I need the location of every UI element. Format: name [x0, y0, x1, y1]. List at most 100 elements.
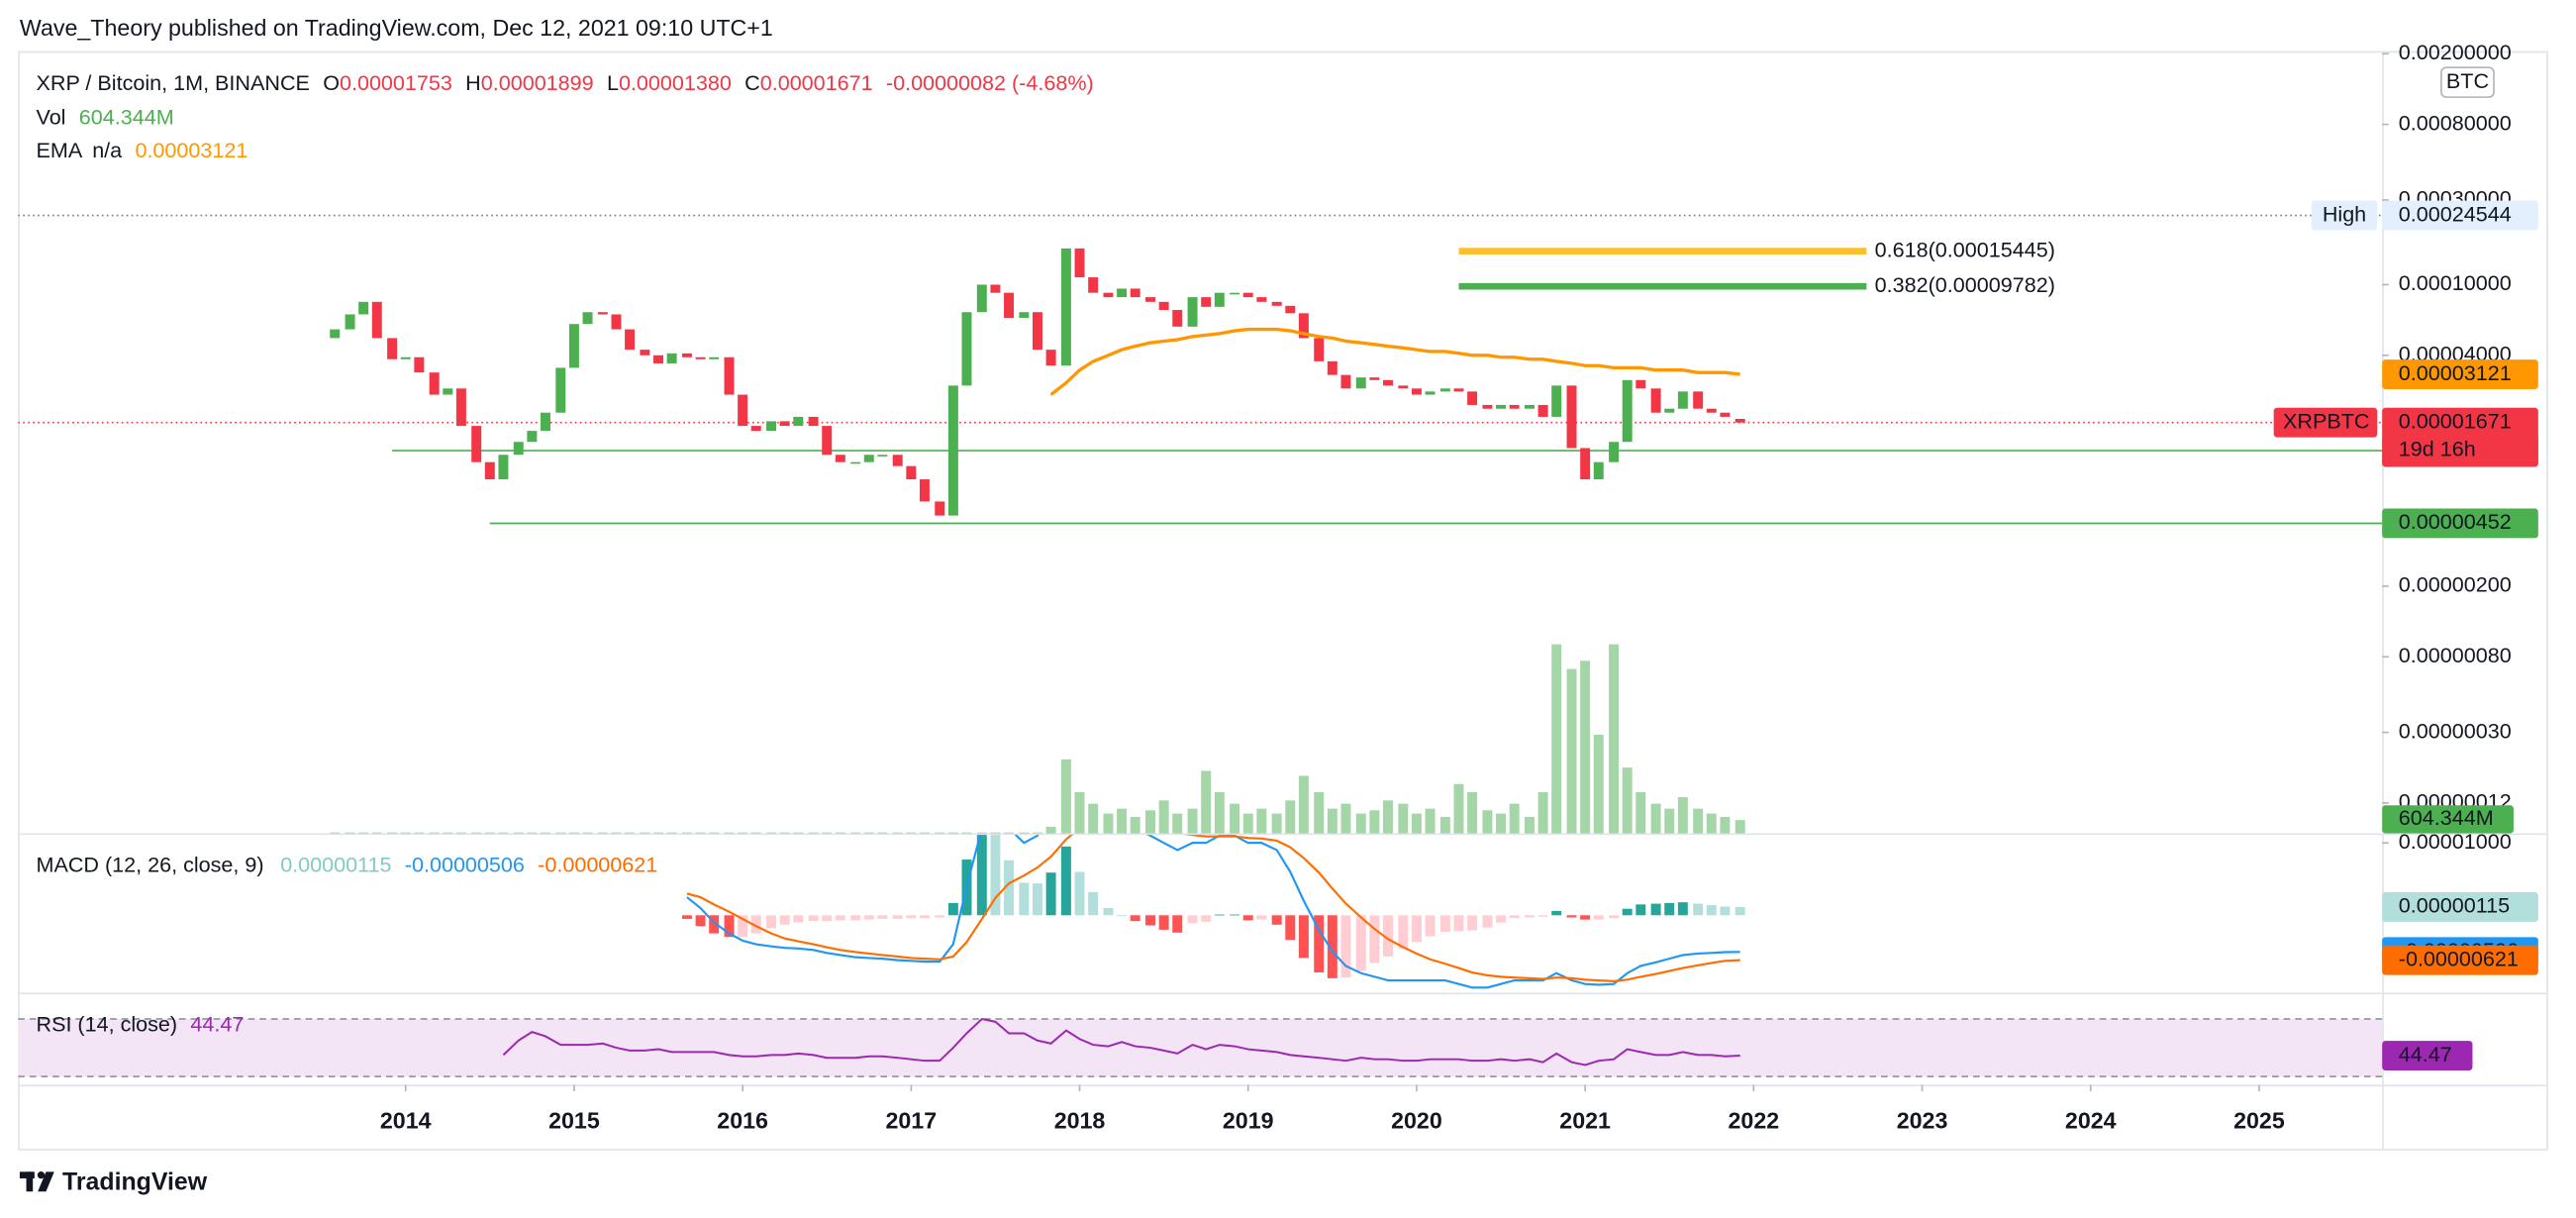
volume-bar — [1383, 800, 1393, 834]
volume-bar — [1650, 803, 1661, 834]
candle — [455, 388, 466, 427]
candle — [1482, 404, 1493, 409]
candle — [990, 284, 1001, 293]
candle — [1298, 313, 1309, 339]
volume-bar — [358, 832, 369, 834]
legend-rsi: RSI (14, close) 44.47 — [37, 1011, 245, 1036]
macd-histogram-bar — [1201, 915, 1212, 922]
macd-histogram-bar — [709, 915, 720, 934]
volume-bar — [750, 832, 761, 834]
candle — [1524, 404, 1535, 409]
volume-bar — [400, 832, 411, 834]
candle — [1635, 379, 1646, 389]
candle — [1256, 297, 1267, 302]
candle — [1355, 377, 1366, 389]
macd-histogram-bar — [1032, 883, 1042, 916]
x-tick-label: 2020 — [1391, 1108, 1442, 1134]
macd-histogram-bar — [1496, 915, 1507, 923]
candle — [1439, 388, 1450, 392]
x-tick-label: 2016 — [717, 1108, 768, 1134]
macd-histogram-bar — [1298, 915, 1309, 959]
macd-histogram-bar — [808, 915, 819, 922]
volume-bar — [1622, 767, 1633, 834]
volume-bar — [1706, 813, 1717, 834]
candle — [1074, 248, 1085, 278]
candle — [1693, 391, 1704, 409]
macd-histogram-bar — [1074, 871, 1085, 916]
macd-histogram-bar — [1482, 915, 1493, 928]
volume-bar — [1242, 813, 1253, 834]
macd-histogram-bar — [750, 915, 761, 934]
macd-histogram-bar — [877, 915, 888, 919]
candle — [1088, 277, 1099, 293]
candle — [653, 355, 663, 363]
volume-bar — [1677, 797, 1688, 834]
volume-bar — [1117, 808, 1128, 834]
macd-histogram-bar — [1327, 915, 1338, 978]
candle — [429, 372, 440, 395]
volume-bar — [709, 832, 720, 834]
macd-histogram-bar — [1593, 915, 1604, 920]
macd-histogram-bar — [779, 915, 790, 925]
macd-histogram-bar — [1103, 907, 1114, 916]
candle — [527, 431, 538, 443]
macd-line — [686, 835, 1740, 989]
macd-histogram-bar — [1635, 904, 1646, 916]
macd-histogram-bar — [1314, 915, 1325, 973]
candle — [471, 426, 482, 462]
currency: BTC — [2446, 68, 2489, 93]
ohlc-key: C — [744, 70, 760, 95]
volume-bar — [1355, 813, 1366, 834]
y-tick-label: 0.00000200 — [2399, 572, 2512, 597]
ema-line — [1049, 327, 1740, 396]
volume-bar — [568, 832, 579, 834]
candle — [976, 284, 987, 313]
volume-bar — [371, 832, 382, 834]
volume-bar — [345, 832, 355, 834]
candle — [1551, 385, 1562, 417]
volume-bar — [850, 832, 861, 834]
candle — [1609, 442, 1620, 462]
macd-histogram-bar — [935, 915, 945, 918]
volume-bar — [582, 832, 593, 834]
volume-bar — [1467, 792, 1478, 834]
volume-bar — [1340, 803, 1351, 834]
candle — [1130, 288, 1140, 298]
candle — [611, 314, 622, 330]
volume-bar — [1439, 816, 1450, 834]
macd-histogram-bar — [1706, 905, 1717, 916]
macd-histogram-bar — [1271, 915, 1282, 925]
macd-histogram-bar — [1622, 908, 1633, 916]
candle — [330, 329, 341, 339]
change: -0.00000082 (-4.68%) — [886, 70, 1094, 95]
macd-histogram-bar — [1045, 872, 1056, 916]
candle — [935, 501, 945, 516]
candle — [443, 388, 453, 395]
signal-value: -0.00000621 — [538, 852, 657, 876]
volume-bar — [863, 832, 874, 834]
macd-histogram-bar — [1256, 915, 1267, 920]
macd-histogram-bar — [1537, 915, 1548, 917]
symbol-tag — [2273, 407, 2378, 438]
candle — [1340, 374, 1351, 389]
volume-bar — [1482, 810, 1493, 834]
candle — [1172, 310, 1183, 327]
macd-histogram-bar — [738, 915, 748, 938]
rsi-tag — [2382, 1041, 2473, 1071]
volume-bar — [961, 832, 972, 834]
volume-bar — [1145, 810, 1155, 834]
candle — [808, 416, 819, 427]
price-tag-label: 0.00024544 — [2399, 201, 2512, 226]
volume-bar — [835, 832, 845, 834]
macd-histogram-bar — [919, 915, 930, 919]
candle — [793, 416, 804, 427]
candle — [582, 312, 593, 325]
volume-bar — [1524, 816, 1535, 834]
volume-bar — [1230, 803, 1240, 834]
candle — [1242, 292, 1253, 298]
macd-hist-value: 0.00000115 — [280, 852, 391, 876]
volume-bar — [1285, 800, 1296, 834]
ema-value: 0.00003121 — [135, 138, 248, 162]
candle — [863, 455, 874, 462]
